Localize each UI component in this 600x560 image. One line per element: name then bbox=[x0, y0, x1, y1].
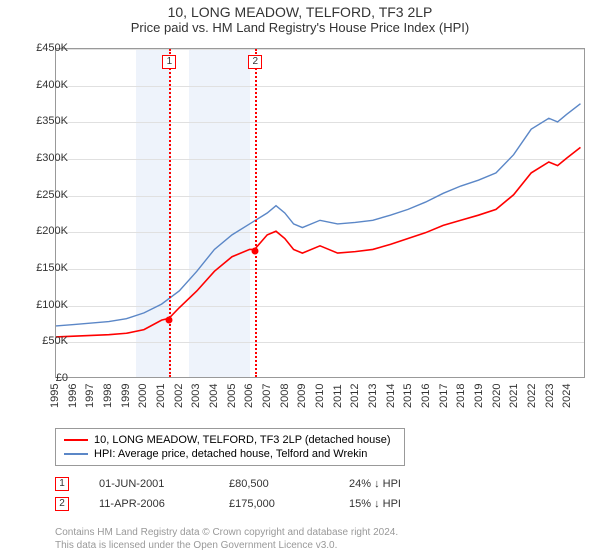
sale-price: £80,500 bbox=[229, 478, 319, 490]
legend-swatch bbox=[64, 439, 88, 441]
sale-marker-box: 2 bbox=[248, 55, 262, 69]
footnote: Contains HM Land Registry data © Crown c… bbox=[55, 526, 398, 552]
legend-label: 10, LONG MEADOW, TELFORD, TF3 2LP (detac… bbox=[94, 434, 391, 446]
chart-title: 10, LONG MEADOW, TELFORD, TF3 2LP bbox=[0, 0, 600, 20]
y-tick-label: £250K bbox=[18, 189, 68, 201]
y-tick-label: £200K bbox=[18, 225, 68, 237]
sale-diff: 15% ↓ HPI bbox=[349, 498, 429, 510]
sale-price: £175,000 bbox=[229, 498, 319, 510]
sale-row: 1 01-JUN-2001 £80,500 24% ↓ HPI bbox=[55, 474, 429, 494]
sale-marker: 2 bbox=[55, 497, 69, 511]
sale-dot bbox=[252, 247, 259, 254]
y-tick-label: £350K bbox=[18, 115, 68, 127]
y-tick-label: £0 bbox=[18, 372, 68, 384]
sales-table: 1 01-JUN-2001 £80,500 24% ↓ HPI 2 11-APR-2006… bbox=[55, 474, 429, 514]
footnote-line1: Contains HM Land Registry data © Crown c… bbox=[55, 526, 398, 539]
y-tick-label: £450K bbox=[18, 42, 68, 54]
y-tick-label: £50K bbox=[18, 335, 68, 347]
series-line-property bbox=[56, 147, 580, 337]
sale-marker-box: 1 bbox=[162, 55, 176, 69]
sale-marker-line bbox=[255, 49, 257, 377]
legend-row: HPI: Average price, detached house, Telf… bbox=[64, 447, 396, 461]
chart-subtitle: Price paid vs. HM Land Registry's House … bbox=[0, 20, 600, 41]
legend: 10, LONG MEADOW, TELFORD, TF3 2LP (detac… bbox=[55, 428, 405, 466]
legend-label: HPI: Average price, detached house, Telf… bbox=[94, 448, 367, 460]
y-tick-label: £150K bbox=[18, 262, 68, 274]
sale-dot bbox=[166, 316, 173, 323]
y-tick-label: £100K bbox=[18, 299, 68, 311]
sale-date: 11-APR-2006 bbox=[99, 498, 199, 510]
sale-date: 01-JUN-2001 bbox=[99, 478, 199, 490]
footnote-line2: This data is licensed under the Open Gov… bbox=[55, 539, 398, 552]
sale-marker: 1 bbox=[55, 477, 69, 491]
legend-row: 10, LONG MEADOW, TELFORD, TF3 2LP (detac… bbox=[64, 433, 396, 447]
y-tick-label: £300K bbox=[18, 152, 68, 164]
y-tick-label: £400K bbox=[18, 79, 68, 91]
legend-swatch bbox=[64, 453, 88, 455]
chart-svg bbox=[56, 49, 584, 377]
sale-diff: 24% ↓ HPI bbox=[349, 478, 429, 490]
sale-row: 2 11-APR-2006 £175,000 15% ↓ HPI bbox=[55, 494, 429, 514]
sale-marker-line bbox=[169, 49, 171, 377]
series-line-hpi bbox=[56, 104, 580, 326]
chart-plot-area: 12 bbox=[55, 48, 585, 378]
